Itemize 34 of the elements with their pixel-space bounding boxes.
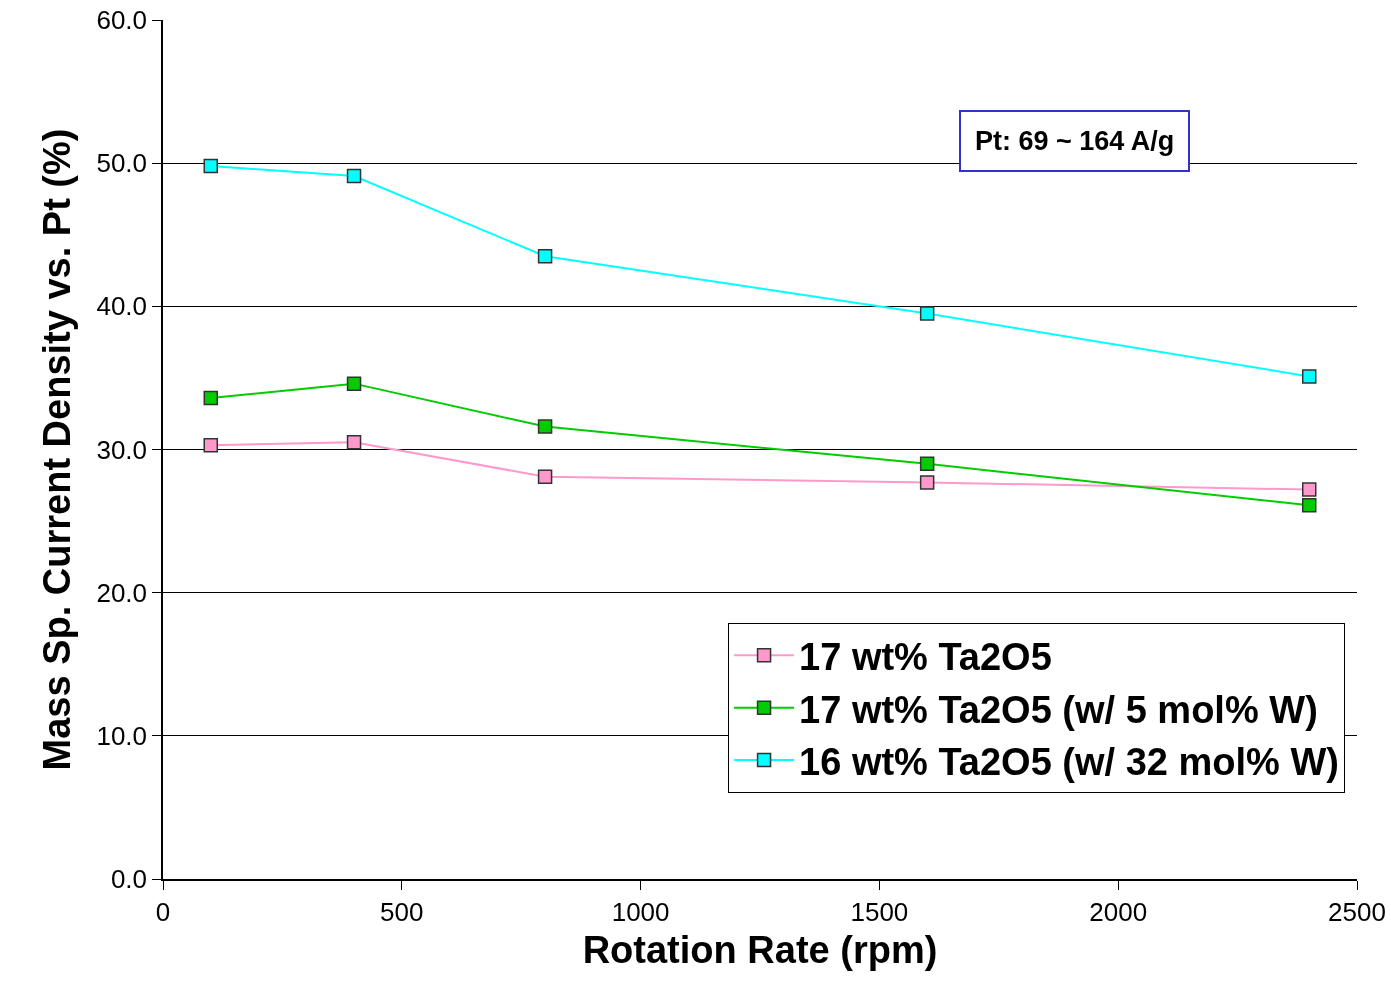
y-tick-label: 20.0 [96, 577, 148, 608]
point [346, 168, 362, 184]
y-tick-label: 40.0 [96, 291, 148, 322]
y-axis-title: Mass Sp. Current Density vs. Pt (%) [36, 128, 79, 771]
x-tick-label: 2500 [1328, 896, 1386, 927]
point [537, 248, 553, 264]
legend-label: 17 wt% Ta2O5 (w/ 5 mol% W) [799, 688, 1318, 731]
legend-label: 16 wt% Ta2O5 (w/ 32 mol% W) [799, 740, 1339, 783]
x-tick-label: 1500 [850, 896, 909, 927]
x-tick-label: 0 [155, 896, 171, 927]
x-tick-label: 1000 [611, 896, 670, 927]
point [919, 475, 935, 490]
annotation: Pt: 69 ~ 164 A/g [975, 126, 1175, 156]
x-axis-title: Rotation Rate (rpm) [582, 928, 938, 971]
point [537, 419, 553, 434]
point [1301, 498, 1317, 513]
y-tick-label: 60.0 [96, 5, 148, 36]
point [203, 390, 219, 406]
point [919, 456, 935, 472]
y-tick-label: 0.0 [110, 864, 148, 895]
point [203, 158, 219, 174]
point [203, 437, 219, 453]
x-tick-label: 500 [380, 896, 424, 927]
point [1301, 482, 1317, 497]
y-tick-label: 10.0 [96, 720, 148, 751]
y-tick-label: 50.0 [96, 148, 148, 179]
point [1301, 369, 1317, 384]
point [346, 376, 362, 391]
y-tick-label: 30.0 [96, 434, 148, 465]
point [919, 306, 935, 321]
point [346, 435, 362, 450]
point [537, 469, 553, 484]
x-tick-label: 2000 [1089, 896, 1148, 927]
legend-label: 17 wt% Ta2O5 [799, 636, 1052, 679]
